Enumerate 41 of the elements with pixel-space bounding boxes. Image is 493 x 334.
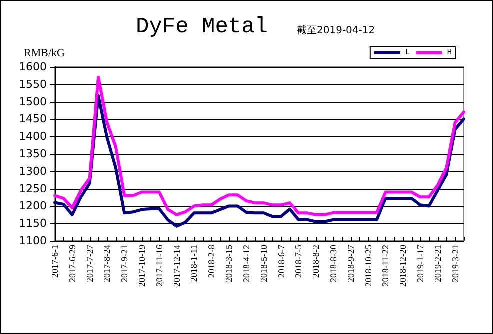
- legend-label: L: [405, 48, 410, 58]
- x-tick-label: 2018-10-25: [363, 244, 374, 287]
- x-tick-label: 2017-9-21: [120, 245, 130, 282]
- x-tick-label: 2018-7-5: [294, 244, 304, 278]
- y-tick-label: 1500: [19, 95, 47, 108]
- x-tick-label: 2018-12-20: [398, 244, 408, 287]
- x-tick-label: 2017-12-14: [172, 244, 182, 287]
- chart-subtitle: 截至2019-04-12: [297, 24, 376, 36]
- x-tick-label: 2018-3-15: [224, 244, 234, 282]
- x-tick-label: 2017-7-27: [84, 244, 95, 282]
- y-tick-label: 1550: [19, 78, 47, 91]
- x-tick-label: 2018-2-8: [206, 244, 217, 278]
- x-tick-label: 2017-6-1: [50, 245, 60, 278]
- x-tick-label: 2017-10-19: [137, 244, 148, 287]
- legend-label: H: [447, 48, 452, 58]
- x-tick-label: 2018-8-2: [311, 245, 322, 278]
- y-tick-label: 1350: [19, 148, 47, 160]
- x-tick-label: 2018-6-7: [276, 244, 286, 278]
- y-tick-label: 1600: [19, 60, 47, 74]
- x-tick-label: 2017-11-16: [154, 244, 164, 287]
- y-axis-title: RMB/kG: [24, 48, 66, 60]
- x-tick-label: 2018-9-27: [346, 244, 356, 282]
- x-tick-label: 2018-1-11: [189, 245, 200, 282]
- chart-title: DyFe Metal: [136, 14, 268, 40]
- x-tick-label: 2018-11-22: [380, 245, 391, 287]
- line-series: [54, 76, 466, 216]
- x-tick-label: 2019-2-21: [432, 245, 443, 282]
- x-tick-label: 2018-5-10: [258, 244, 269, 282]
- y-tick-label: 1300: [19, 164, 47, 178]
- y-tick-label: 1250: [19, 182, 47, 196]
- x-tick-label: 2019-3-21: [450, 245, 460, 282]
- y-tick-label: 1400: [19, 130, 47, 144]
- y-tick-label: 1100: [19, 234, 47, 248]
- y-tick-label: 1200: [19, 200, 47, 213]
- x-tick-label: 2017-8-24: [102, 244, 112, 282]
- x-tick-label: 2018-4-12: [241, 245, 252, 282]
- x-tick-label: 2019-1-17: [415, 244, 426, 282]
- y-tick-label: 1150: [19, 217, 47, 230]
- x-tick-label: 2017-6-29: [67, 244, 78, 282]
- y-tick-label: 1450: [19, 112, 47, 126]
- x-tick-label: 2018-8-30: [328, 244, 338, 282]
